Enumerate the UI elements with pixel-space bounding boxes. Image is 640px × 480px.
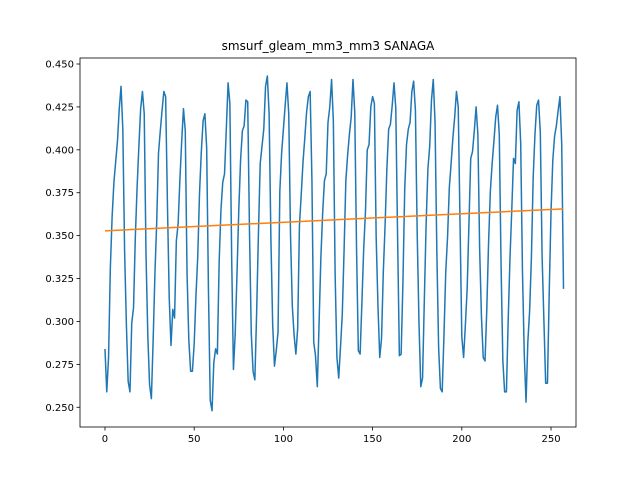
x-tick-label: 100 (274, 434, 293, 445)
y-tick-label: 0.425 (45, 102, 74, 113)
series-layer (104, 75, 565, 412)
x-tick-label: 200 (452, 434, 471, 445)
y-tick-label: 0.250 (45, 403, 74, 414)
x-tick-label: 150 (363, 434, 382, 445)
plot-frame (79, 57, 577, 428)
y-tick-label: 0.450 (45, 60, 74, 71)
plot-background (80, 58, 576, 427)
x-tick-label: 250 (541, 434, 560, 445)
y-tick-label: 0.350 (45, 231, 74, 242)
y-tick-label: 0.300 (45, 317, 74, 328)
x-axis: 0 50 100 150 200 250 (102, 427, 561, 445)
plot-area: 0 50 100 150 200 250 0.250 0.275 0.300 0.325 0.35… (45, 57, 577, 445)
y-axis: 0.250 0.275 0.300 0.325 0.350 0.375 0.400 0.425… (45, 60, 80, 414)
chart-title: smsurf_gleam_mm3_mm3 SANAGA (222, 39, 435, 53)
x-tick-label: 50 (188, 434, 201, 445)
x-tick-label: 0 (102, 434, 108, 445)
y-tick-label: 0.400 (45, 145, 74, 156)
series-line-1 (104, 208, 564, 232)
y-tick-label: 0.375 (45, 188, 74, 199)
series-line-0 (104, 75, 565, 412)
y-tick-label: 0.325 (45, 274, 74, 285)
y-tick-label: 0.275 (45, 360, 74, 371)
